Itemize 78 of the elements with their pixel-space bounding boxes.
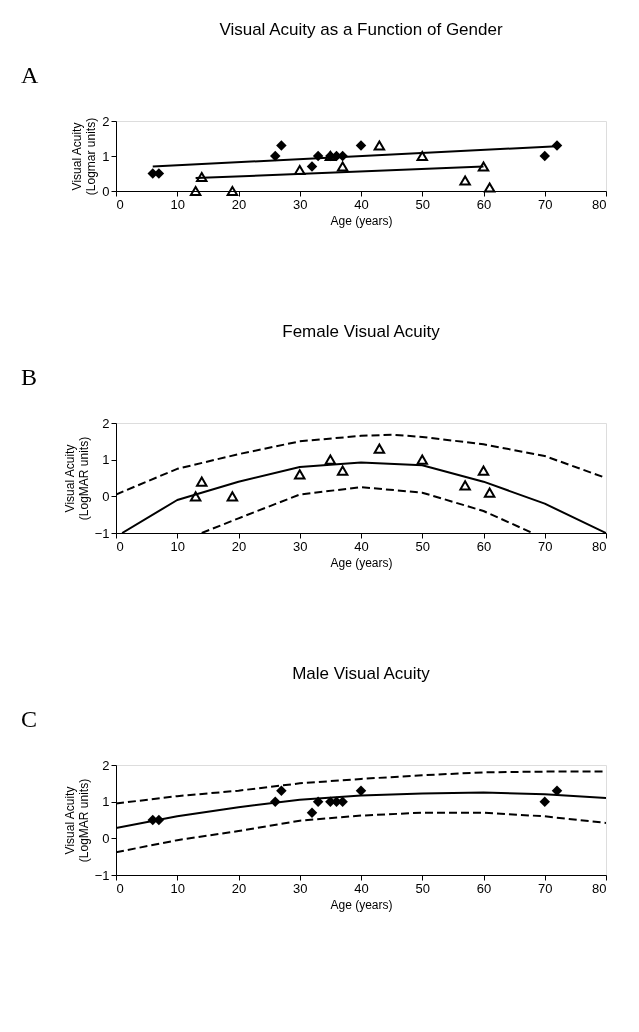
point: [189, 185, 202, 197]
point: [294, 469, 306, 480]
x-tick-label: 60: [476, 880, 492, 896]
x-tick-label: 10: [170, 880, 185, 896]
chart-title: Male Visual Acuity: [292, 664, 431, 683]
text: A: [21, 62, 39, 88]
x-tick-label: 70: [538, 196, 553, 212]
y-axis-title: Visual Acuity (LogMAR units): [62, 778, 91, 863]
point: [373, 443, 386, 454]
y-tick-label: −1: [94, 525, 110, 541]
x-tick-label: 10: [170, 538, 185, 554]
y-tick-label: 2: [102, 113, 110, 129]
point: [483, 182, 496, 193]
x-tick-label: 50: [415, 196, 430, 212]
y-tick-label: −1: [94, 867, 110, 883]
x-tick-label: 80: [592, 538, 607, 554]
x-tick-label: 40: [354, 196, 369, 212]
x-axis-title: Age (years): [330, 213, 393, 228]
x-tick-label: 0: [116, 538, 124, 554]
point: [306, 807, 318, 818]
point: [459, 480, 471, 491]
x-tick-label: 20: [231, 880, 247, 896]
x-tick-label: 60: [476, 196, 492, 212]
point: [477, 465, 490, 476]
y-tick-label: 1: [102, 452, 110, 468]
point: [355, 140, 367, 151]
text: C: [21, 706, 38, 732]
y-tick-label: 2: [102, 415, 110, 431]
x-tick-label: 10: [170, 196, 185, 212]
point: [226, 185, 239, 197]
x-tick-label: 70: [538, 880, 553, 896]
point: [276, 785, 287, 796]
point: [189, 491, 202, 502]
x-axis-title: Age (years): [330, 897, 393, 912]
y-tick-label: 1: [102, 148, 110, 164]
point: [294, 164, 306, 176]
x-tick-label: 0: [116, 880, 124, 896]
x-tick-label: 30: [293, 880, 308, 896]
point: [539, 150, 550, 162]
x-tick-label: 80: [592, 196, 607, 212]
point: [306, 161, 318, 172]
x-axis-title: Age (years): [330, 555, 393, 570]
chart-title: Visual Acuity as a Function of Gender: [219, 20, 503, 39]
y-tick-label: 2: [102, 757, 110, 773]
point: [336, 161, 349, 172]
x-tick-label: 20: [231, 538, 247, 554]
x-tick-label: 40: [354, 880, 369, 896]
y-tick-label: 0: [102, 183, 110, 199]
y-tick-label: 1: [102, 794, 110, 810]
point: [226, 491, 239, 502]
x-tick-label: 50: [415, 538, 430, 554]
x-tick-label: 80: [592, 880, 607, 896]
point: [336, 465, 349, 476]
text: B: [21, 364, 38, 390]
y-axis-title: Visual Acuity (LogMAR units): [62, 436, 91, 521]
point: [196, 476, 208, 487]
y-tick-label: 0: [102, 488, 110, 504]
x-tick-label: 60: [476, 538, 492, 554]
x-tick-label: 0: [116, 196, 124, 212]
point: [416, 150, 428, 162]
x-tick-label: 20: [231, 196, 247, 212]
point: [483, 487, 496, 498]
x-tick-label: 30: [293, 538, 308, 554]
point: [324, 454, 337, 465]
point: [373, 140, 386, 151]
point: [459, 175, 471, 186]
x-tick-label: 30: [293, 196, 308, 212]
x-tick-label: 50: [415, 880, 430, 896]
point: [539, 796, 550, 807]
y-tick-label: 0: [102, 830, 110, 846]
chart-title: Female Visual Acuity: [282, 322, 441, 341]
point: [477, 161, 490, 172]
x-tick-label: 40: [354, 538, 369, 554]
point: [416, 454, 428, 465]
point: [276, 140, 287, 151]
x-tick-label: 70: [538, 538, 553, 554]
y-axis-title: Visual Acuity (Logmar units): [70, 117, 99, 196]
point: [196, 171, 208, 183]
